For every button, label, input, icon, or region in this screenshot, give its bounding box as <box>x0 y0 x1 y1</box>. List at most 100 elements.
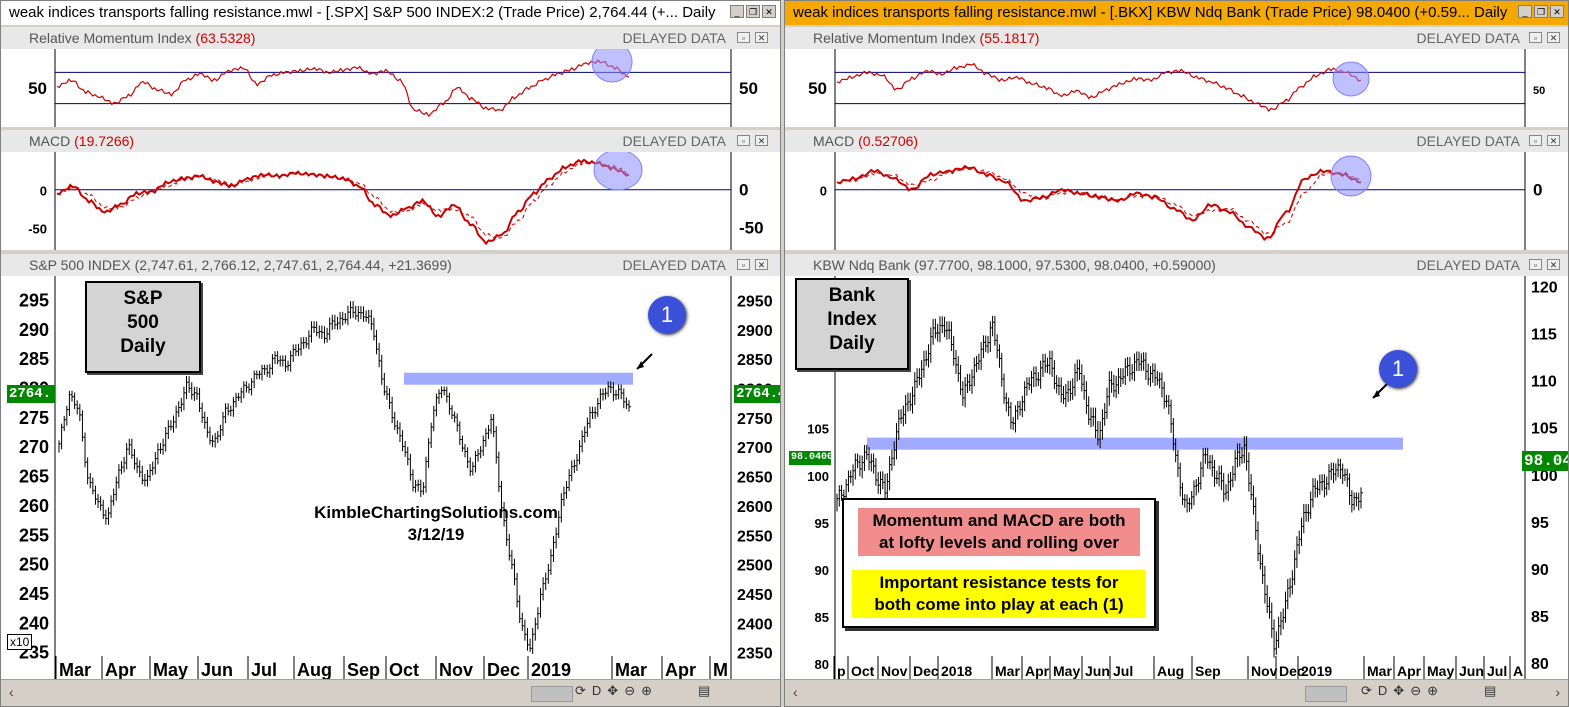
spx-window-title: weak indices transports falling resistan… <box>1 1 780 25</box>
month-label: Sep <box>347 660 380 680</box>
refresh-icon[interactable]: ⟳ <box>575 683 586 698</box>
panel-close-icon[interactable]: ✕ <box>755 32 768 43</box>
minimize-icon[interactable]: _ <box>730 5 744 18</box>
price-tick-left: 105 <box>807 422 829 437</box>
price-tick-left: 295 <box>19 290 49 310</box>
month-label: Oct <box>389 660 419 680</box>
refresh-icon[interactable]: ⟳ <box>1361 683 1372 698</box>
price-tick-left: 255 <box>19 525 49 545</box>
scroll-left-icon[interactable]: ‹ <box>793 684 798 700</box>
month-label: Dec <box>487 660 520 680</box>
macd-signal-line <box>836 166 1361 236</box>
month-label: Nov <box>1251 663 1278 679</box>
price-tick-right: 110 <box>1531 374 1557 391</box>
price-tick-right: 2650 <box>737 470 773 487</box>
spx-title-text: weak indices transports falling resistan… <box>9 4 716 21</box>
resistance-band <box>404 372 633 385</box>
scroll-thumb[interactable] <box>531 686 573 702</box>
scroll-thumb[interactable] <box>1305 686 1347 702</box>
zoom-in-icon[interactable]: ⊕ <box>1427 683 1439 698</box>
bkx-note-box: Momentum and MACD are both at lofty level… <box>842 498 1156 628</box>
spx-price-title: S&P 500 INDEX (2,747.61, 2,766.12, 2,747… <box>29 257 452 273</box>
panel-maximize-icon[interactable]: ▫ <box>737 135 750 146</box>
price-tick-left: 260 <box>19 496 49 516</box>
bkx-window-title: weak indices transports falling resistan… <box>785 1 1568 25</box>
spx-callout-1: 1 <box>648 296 686 334</box>
scroll-right-icon[interactable]: › <box>1555 684 1560 700</box>
bkx-window-controls: _ ❐ ✕ <box>1518 5 1564 18</box>
restore-icon[interactable]: ❐ <box>1534 5 1548 18</box>
spx-price-header: S&P 500 INDEX (2,747.61, 2,766.12, 2,747… <box>1 254 780 276</box>
bkx-chart-tools: ⟳ D ✥ ⊖ ⊕ ▤ <box>1361 683 1496 699</box>
price-tick-right: 2550 <box>737 528 773 545</box>
close-icon[interactable]: ✕ <box>762 5 776 18</box>
month-label: Mar <box>1367 663 1392 679</box>
month-label: Jul <box>1113 663 1133 679</box>
price-tick-left: 275 <box>19 408 49 428</box>
bkx-price-header: KBW Ndq Bank (97.7700, 98.1000, 97.5300,… <box>785 254 1568 276</box>
price-tick-right: 2750 <box>737 411 773 428</box>
panel-close-icon[interactable]: ✕ <box>755 135 768 146</box>
panel-maximize-icon[interactable]: ▫ <box>737 32 750 43</box>
price-tick-right: 120 <box>1531 279 1558 296</box>
bkx-callout-1: 1 <box>1379 350 1417 388</box>
spx-last-price-tag-left: 2764. <box>7 385 55 403</box>
month-label: Oct <box>851 663 875 679</box>
price-tick-right: 95 <box>1531 515 1549 532</box>
scroll-left-icon[interactable]: ‹ <box>9 684 14 700</box>
spx-scroll-toolbar: ‹ ⟳ D ✥ ⊖ ⊕ ▤ <box>1 679 780 706</box>
settings-list-icon[interactable]: ▤ <box>698 683 711 698</box>
daily-icon[interactable]: D <box>591 683 602 698</box>
restore-icon[interactable]: ❐ <box>746 5 760 18</box>
spx-window-controls: _ ❐ ✕ <box>730 5 776 18</box>
zoom-out-icon[interactable]: ⊖ <box>1410 683 1422 698</box>
bkx-price-chart: 120 115 110 105 100 95 90 85 80 105 100 95 90 85 80 <box>807 276 1558 681</box>
settings-list-icon[interactable]: ▤ <box>1484 683 1497 698</box>
price-tick-left: 90 <box>815 563 829 578</box>
price-tick-left: 100 <box>807 469 829 484</box>
month-label: May <box>1053 663 1080 679</box>
price-tick-right: 2450 <box>737 587 773 604</box>
spx-rmi-line <box>56 59 630 118</box>
tick-label-left: 0 <box>820 184 827 199</box>
price-tick-right: 115 <box>1531 327 1557 344</box>
month-label: Mar <box>615 660 647 680</box>
daily-icon[interactable]: D <box>1377 683 1388 698</box>
month-label: Apr <box>105 660 136 680</box>
resistance-band <box>867 437 1403 450</box>
month-label: Nov <box>881 663 908 679</box>
month-label: p <box>837 663 846 679</box>
panel-close-icon[interactable]: ✕ <box>1547 135 1560 146</box>
month-label: Jul <box>1487 663 1507 679</box>
zoom-in-icon[interactable]: ⊕ <box>641 683 653 698</box>
bkx-rmi-title: Relative Momentum Index (55.1817) <box>813 30 1040 46</box>
month-label: Aug <box>1157 663 1184 679</box>
panel-maximize-icon[interactable]: ▫ <box>737 259 750 270</box>
panel-close-icon[interactable]: ✕ <box>1547 32 1560 43</box>
spx-rmi-delayed: DELAYED DATA <box>622 30 726 46</box>
price-tick-left: 265 <box>19 467 49 487</box>
panel-close-icon[interactable]: ✕ <box>755 259 768 270</box>
spx-last-price-tag-right: 2764.4 <box>734 385 780 403</box>
bkx-macd-value: (0.52706) <box>858 133 919 149</box>
price-tick-right: 105 <box>1531 421 1558 438</box>
panel-maximize-icon[interactable]: ▫ <box>1529 32 1542 43</box>
panel-close-icon[interactable]: ✕ <box>1547 259 1560 270</box>
month-label: Apr <box>1397 663 1422 679</box>
minimize-icon[interactable]: _ <box>1518 5 1532 18</box>
zoom-out-icon[interactable]: ⊖ <box>624 683 636 698</box>
pan-icon[interactable]: ✥ <box>607 683 619 698</box>
spx-rmi-title: Relative Momentum Index (63.5328) <box>29 30 256 46</box>
pan-icon[interactable]: ✥ <box>1393 683 1405 698</box>
close-icon[interactable]: ✕ <box>1550 5 1564 18</box>
price-tick-right: 2350 <box>737 646 773 663</box>
price-tick-right: 2700 <box>737 440 773 457</box>
panel-maximize-icon[interactable]: ▫ <box>1529 135 1542 146</box>
price-tick-right: 2950 <box>737 293 773 310</box>
panel-maximize-icon[interactable]: ▫ <box>1529 259 1542 270</box>
spx-macd-title: MACD (19.7266) <box>29 133 135 149</box>
tick-label-right: 50 <box>1533 85 1545 97</box>
price-tick-left: 285 <box>19 349 49 369</box>
bkx-last-price-tag-right: 98.04 <box>1522 451 1568 471</box>
highlight-circle <box>1332 61 1370 97</box>
